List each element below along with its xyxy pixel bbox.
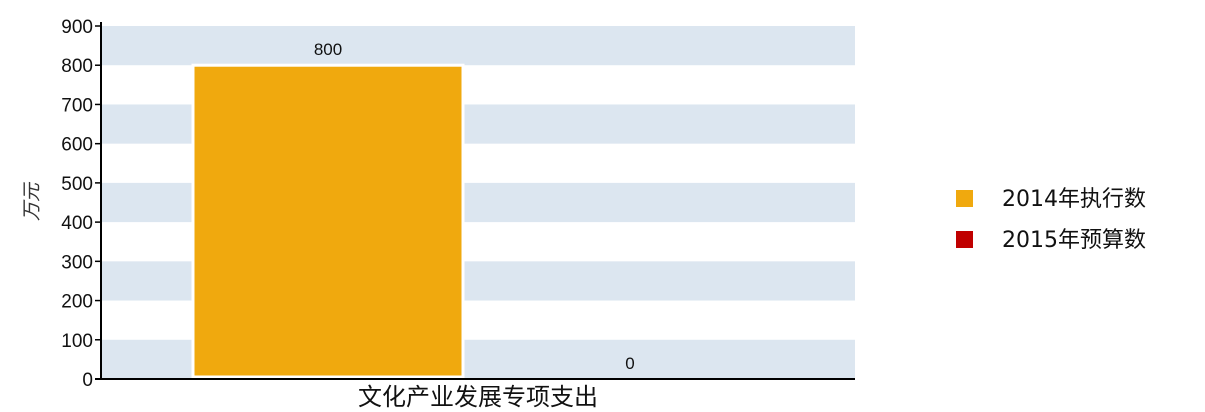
grid-band bbox=[101, 26, 855, 66]
y-axis-ticks: 0 100 200 300 400 500 600 700 800 900 bbox=[61, 17, 101, 391]
y-tick-label: 600 bbox=[61, 135, 93, 156]
y-tick-label: 200 bbox=[61, 292, 93, 313]
y-tick-label: 0 bbox=[82, 370, 93, 391]
y-tick-label: 900 bbox=[61, 17, 93, 38]
legend-swatch bbox=[956, 190, 973, 207]
y-tick-label: 800 bbox=[61, 56, 93, 77]
y-tick-label: 500 bbox=[61, 174, 93, 195]
y-tick-label: 700 bbox=[61, 95, 93, 116]
legend: 2014年执行数 2015年预算数 bbox=[956, 187, 1146, 253]
bars bbox=[191, 63, 465, 379]
data-labels: 800 0 bbox=[314, 40, 635, 373]
y-tick-label: 300 bbox=[61, 252, 93, 273]
x-category-label: 文化产业发展专项支出 bbox=[358, 383, 598, 411]
x-axis-categories: 文化产业发展专项支出 bbox=[358, 383, 598, 411]
legend-label: 2015年预算数 bbox=[1002, 228, 1146, 253]
y-tick-label: 400 bbox=[61, 213, 93, 234]
grid-bands bbox=[101, 26, 855, 379]
legend-swatch bbox=[956, 231, 973, 248]
data-label: 800 bbox=[314, 40, 342, 59]
bar bbox=[191, 63, 465, 379]
data-label: 0 bbox=[625, 354, 634, 373]
y-tick-label: 100 bbox=[61, 331, 93, 352]
y-axis-label: 万元 bbox=[21, 181, 43, 221]
legend-label: 2014年执行数 bbox=[1002, 187, 1146, 212]
